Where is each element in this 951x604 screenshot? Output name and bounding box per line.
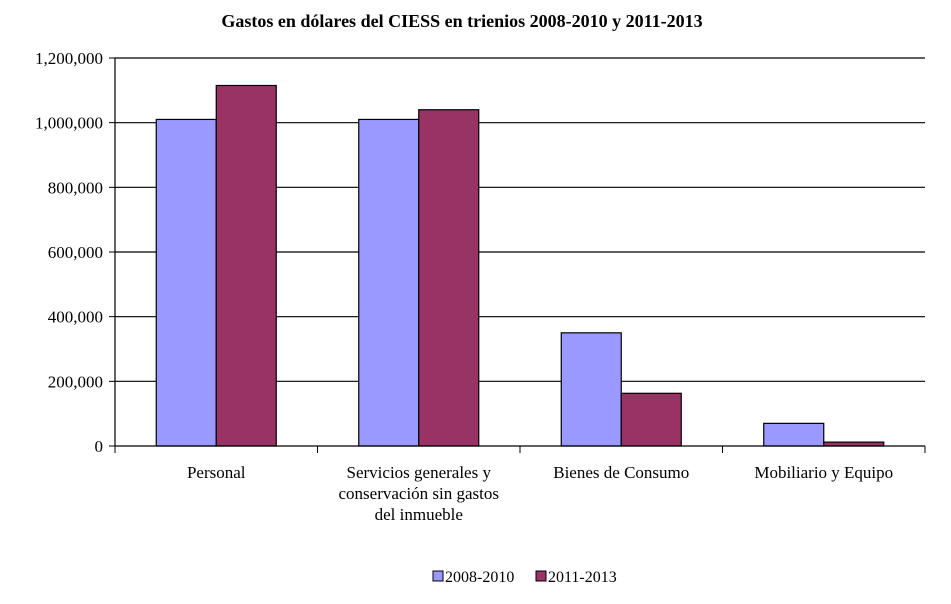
chart-title: Gastos en dólares del CIESS en trienios …: [221, 11, 702, 31]
category-label: Mobiliario y Equipo: [754, 463, 893, 482]
bar-2011-2013-0: [215, 84, 277, 447]
y-tick-label: 200,000: [48, 372, 103, 391]
legend: 2008-2010 2011-2013: [432, 569, 617, 586]
category-label: Bienes de Consumo: [553, 463, 689, 482]
bar-2008-2010-3: [763, 422, 825, 447]
bar-2008-2010-2: [560, 332, 622, 447]
y-tick-label: 1,200,000: [35, 49, 103, 68]
bar-2008-2010-1: [358, 118, 420, 447]
y-tick-label: 400,000: [48, 308, 103, 327]
y-tick-label: 800,000: [48, 178, 103, 197]
axes: [109, 57, 926, 453]
legend-label: 2011-2013: [548, 569, 617, 586]
category-label: Servicios generales y conservación sin ga…: [338, 463, 499, 524]
y-tick-label: 0: [95, 437, 104, 456]
y-tick-label: 1,000,000: [35, 114, 103, 133]
legend-swatch-2008-2010: [432, 570, 444, 582]
category-label-line: conservación sin gastos: [338, 484, 499, 503]
category-label: Personal: [187, 463, 246, 482]
bar-2011-2013-1: [418, 109, 480, 447]
category-label-line: Mobiliario y Equipo: [754, 463, 893, 482]
category-label-line: Personal: [187, 463, 246, 482]
category-label-line: del inmueble: [375, 505, 463, 524]
bar-2011-2013-2: [620, 392, 682, 447]
legend-label: 2008-2010: [445, 569, 514, 586]
legend-swatch-2011-2013: [535, 570, 547, 582]
bars: [155, 84, 885, 447]
y-tick-labels: 0 200,000 400,000 600,000 800,000 1,000,000 1,…: [35, 49, 103, 456]
y-tick-label: 600,000: [48, 243, 103, 262]
bar-2008-2010-0: [155, 118, 217, 447]
x-category-labels: Personal Servicios generales y conservació…: [187, 463, 893, 524]
category-label-line: Servicios generales y: [347, 463, 492, 482]
category-label-line: Bienes de Consumo: [553, 463, 689, 482]
